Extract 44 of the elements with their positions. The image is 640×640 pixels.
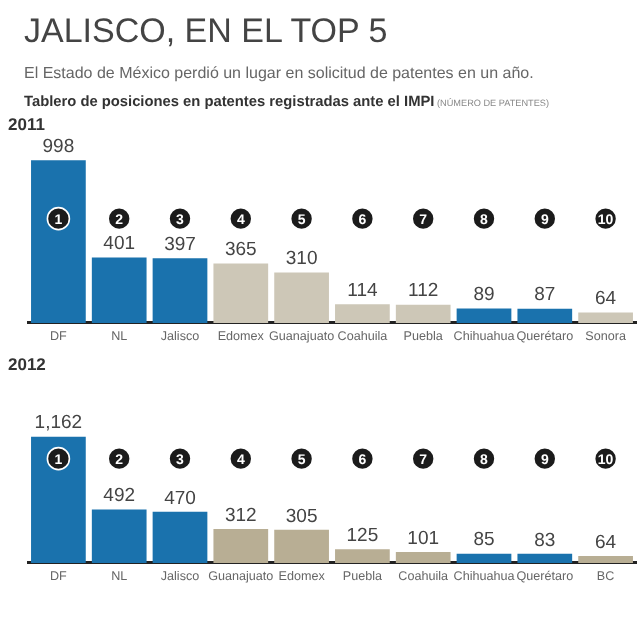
- data-label: 83: [534, 529, 556, 552]
- bar: [274, 529, 329, 563]
- data-label: 101: [407, 527, 440, 550]
- bar: [152, 511, 208, 563]
- bar: [152, 258, 208, 323]
- data-label: 112: [408, 280, 439, 303]
- data-label: 1,162: [34, 412, 83, 435]
- data-label: 114: [347, 280, 378, 303]
- data-label: 470: [164, 487, 196, 510]
- bar: [395, 304, 451, 323]
- bar: [456, 308, 512, 323]
- bar: [31, 160, 86, 323]
- bar: [335, 549, 390, 563]
- bar: [91, 509, 147, 563]
- bar: [274, 272, 329, 323]
- data-label: 305: [285, 505, 318, 528]
- bar: [213, 529, 269, 563]
- bar: [213, 263, 269, 323]
- bar: [456, 553, 512, 563]
- data-label: 85: [473, 529, 495, 552]
- chart-title: 2011: [8, 114, 47, 134]
- text: JALISCO, EN EL TOP 5: [24, 12, 390, 52]
- chart-title: 2012: [8, 354, 48, 374]
- data-label: 365: [224, 239, 257, 262]
- data-label: 64: [595, 288, 617, 311]
- bar: [517, 553, 573, 563]
- bar: [517, 308, 573, 323]
- text: El Estado de México perdió un lugar en solicitud de patentes en un año.: [24, 64, 536, 82]
- bar: [578, 555, 633, 563]
- data-label: 998: [42, 136, 75, 159]
- data-label: 64: [595, 531, 617, 554]
- data-label: 87: [534, 284, 556, 307]
- data-label: 401: [103, 233, 136, 256]
- data-label: 125: [346, 525, 379, 548]
- data-label: 397: [164, 233, 196, 256]
- data-label: 492: [103, 485, 136, 508]
- bar: [335, 304, 390, 323]
- bar: [31, 436, 86, 563]
- data-label: 312: [224, 504, 257, 527]
- data-label: 89: [473, 284, 495, 307]
- bar: [91, 257, 147, 323]
- data-label: 310: [285, 248, 318, 271]
- bar: [395, 551, 451, 563]
- bar: [578, 312, 633, 323]
